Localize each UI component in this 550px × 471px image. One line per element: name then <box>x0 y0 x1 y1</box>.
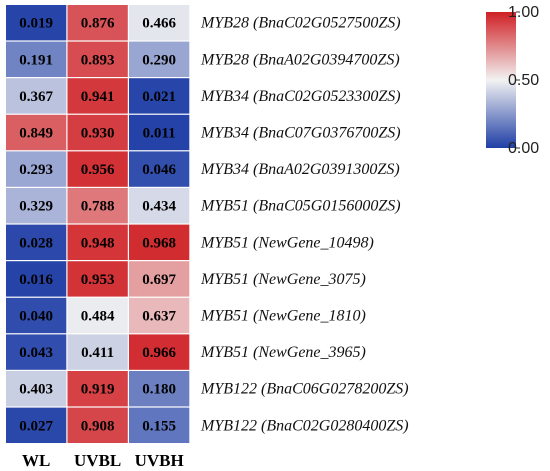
cell-value: 0.329 <box>19 199 53 215</box>
heatmap-cell <box>6 5 67 41</box>
colorbar-ticks: 1.00 0.50 0.00 <box>508 4 539 157</box>
cell-value: 0.966 <box>142 345 176 361</box>
column-label: UVBH <box>135 451 184 470</box>
cell-value: 0.953 <box>81 272 115 288</box>
cell-value: 0.293 <box>19 162 53 178</box>
heatmap-cell-values: 0.019 0.876 0.466 0.191 0.893 0.290 0.367 0.941… <box>19 16 176 435</box>
column-label: UVBL <box>74 451 121 470</box>
heatmap-cell <box>129 261 190 297</box>
cell-value: 0.011 <box>143 126 176 142</box>
cell-value: 0.930 <box>81 126 115 142</box>
cell-value: 0.876 <box>81 16 115 32</box>
heatmap-cell <box>129 41 190 77</box>
heatmap-cell <box>67 151 128 187</box>
cell-value: 0.941 <box>81 89 115 105</box>
row-label: MYB122 (BnaC06G0278200ZS) <box>200 381 409 398</box>
heatmap-cell <box>6 151 67 187</box>
heatmap-cell <box>67 334 128 370</box>
heatmap-cell <box>129 407 190 443</box>
cell-value: 0.019 <box>19 16 53 32</box>
cell-value: 0.908 <box>81 418 115 434</box>
heatmap-cell <box>129 114 190 151</box>
cell-value: 0.484 <box>81 309 115 325</box>
row-label: MYB51 (BnaC05G0156000ZS) <box>200 198 401 215</box>
colorbar-tick-label: 0.50 <box>508 72 539 89</box>
heatmap-cell <box>67 297 128 334</box>
row-label: MYB122 (BnaC02G0280400ZS) <box>200 417 409 434</box>
colorbar-tick-label: 1.00 <box>508 4 539 21</box>
cell-value: 0.788 <box>81 199 115 215</box>
heatmap-cell <box>6 261 67 297</box>
heatmap-cell <box>129 297 190 334</box>
cell-value: 0.919 <box>81 382 115 398</box>
cell-value: 0.956 <box>81 162 115 178</box>
heatmap-cell <box>6 297 67 334</box>
cell-value: 0.697 <box>142 272 176 288</box>
heatmap-cell <box>67 41 128 77</box>
cell-value: 0.948 <box>81 235 115 251</box>
cell-value: 0.043 <box>19 345 53 361</box>
row-label: MYB28 (BnaC02G0527500ZS) <box>200 15 401 32</box>
cell-value: 0.040 <box>19 309 53 325</box>
colorbar <box>486 12 516 148</box>
cell-value: 0.466 <box>142 16 176 32</box>
heatmap-cell <box>6 41 67 77</box>
cell-value: 0.027 <box>19 418 53 434</box>
row-label: MYB34 (BnaC07G0376700ZS) <box>200 125 401 142</box>
row-label: MYB51 (NewGene_10498) <box>200 234 374 251</box>
cell-value: 0.180 <box>142 382 176 398</box>
heatmap-cell <box>67 5 128 41</box>
heatmap-cell <box>129 371 190 407</box>
heatmap-cell <box>6 371 67 407</box>
heatmap-cell <box>129 78 190 114</box>
row-label: MYB34 (BnaC02G0523300ZS) <box>200 88 401 105</box>
heatmap-cell <box>129 188 190 224</box>
heatmap-cell <box>67 114 128 151</box>
column-label: WL <box>22 451 50 470</box>
heatmap-cell <box>129 5 190 41</box>
cell-value: 0.968 <box>142 235 176 251</box>
cell-value: 0.046 <box>142 162 176 178</box>
cell-value: 0.637 <box>142 309 176 325</box>
heatmap-cell <box>6 114 67 151</box>
heatmap-cell <box>6 407 67 443</box>
heatmap-cell <box>67 371 128 407</box>
cell-value: 0.411 <box>81 345 114 361</box>
heatmap-cell <box>129 224 190 260</box>
cell-value: 0.021 <box>142 89 176 105</box>
heatmap-cell <box>6 224 67 260</box>
heatmap-cell <box>6 334 67 370</box>
cell-value: 0.403 <box>19 382 53 398</box>
row-label: MYB34 (BnaA02G0391300ZS) <box>200 161 400 178</box>
cell-value: 0.290 <box>142 52 176 68</box>
heatmap-cell <box>67 407 128 443</box>
heatmap-cell <box>67 78 128 114</box>
heatmap-cell <box>6 188 67 224</box>
row-labels: MYB28 (BnaC02G0527500ZS) MYB28 (BnaA02G03… <box>200 15 409 435</box>
row-label: MYB51 (NewGene_3965) <box>200 344 366 361</box>
heatmap-cells <box>6 5 190 443</box>
heatmap-cell <box>67 224 128 260</box>
cell-value: 0.849 <box>19 126 53 142</box>
heatmap-cell <box>129 334 190 370</box>
row-label: MYB51 (NewGene_3075) <box>200 271 366 288</box>
cell-value: 0.191 <box>19 52 53 68</box>
heatmap-cell <box>67 261 128 297</box>
cell-value: 0.028 <box>19 235 53 251</box>
cell-value: 0.367 <box>19 89 53 105</box>
cell-value: 0.155 <box>142 418 176 434</box>
heatmap-cell <box>129 151 190 187</box>
colorbar-tick-label: 0.00 <box>508 140 539 157</box>
row-label: MYB51 (NewGene_1810) <box>200 308 366 325</box>
heatmap-cell <box>6 78 67 114</box>
cell-value: 0.893 <box>81 52 115 68</box>
cell-value: 0.016 <box>19 272 53 288</box>
cell-value: 0.434 <box>142 199 176 215</box>
heatmap-cell <box>67 188 128 224</box>
colorbar-gradient <box>486 12 516 148</box>
row-label: MYB28 (BnaA02G0394700ZS) <box>200 51 400 68</box>
column-labels: WL UVBL UVBH <box>22 451 184 470</box>
